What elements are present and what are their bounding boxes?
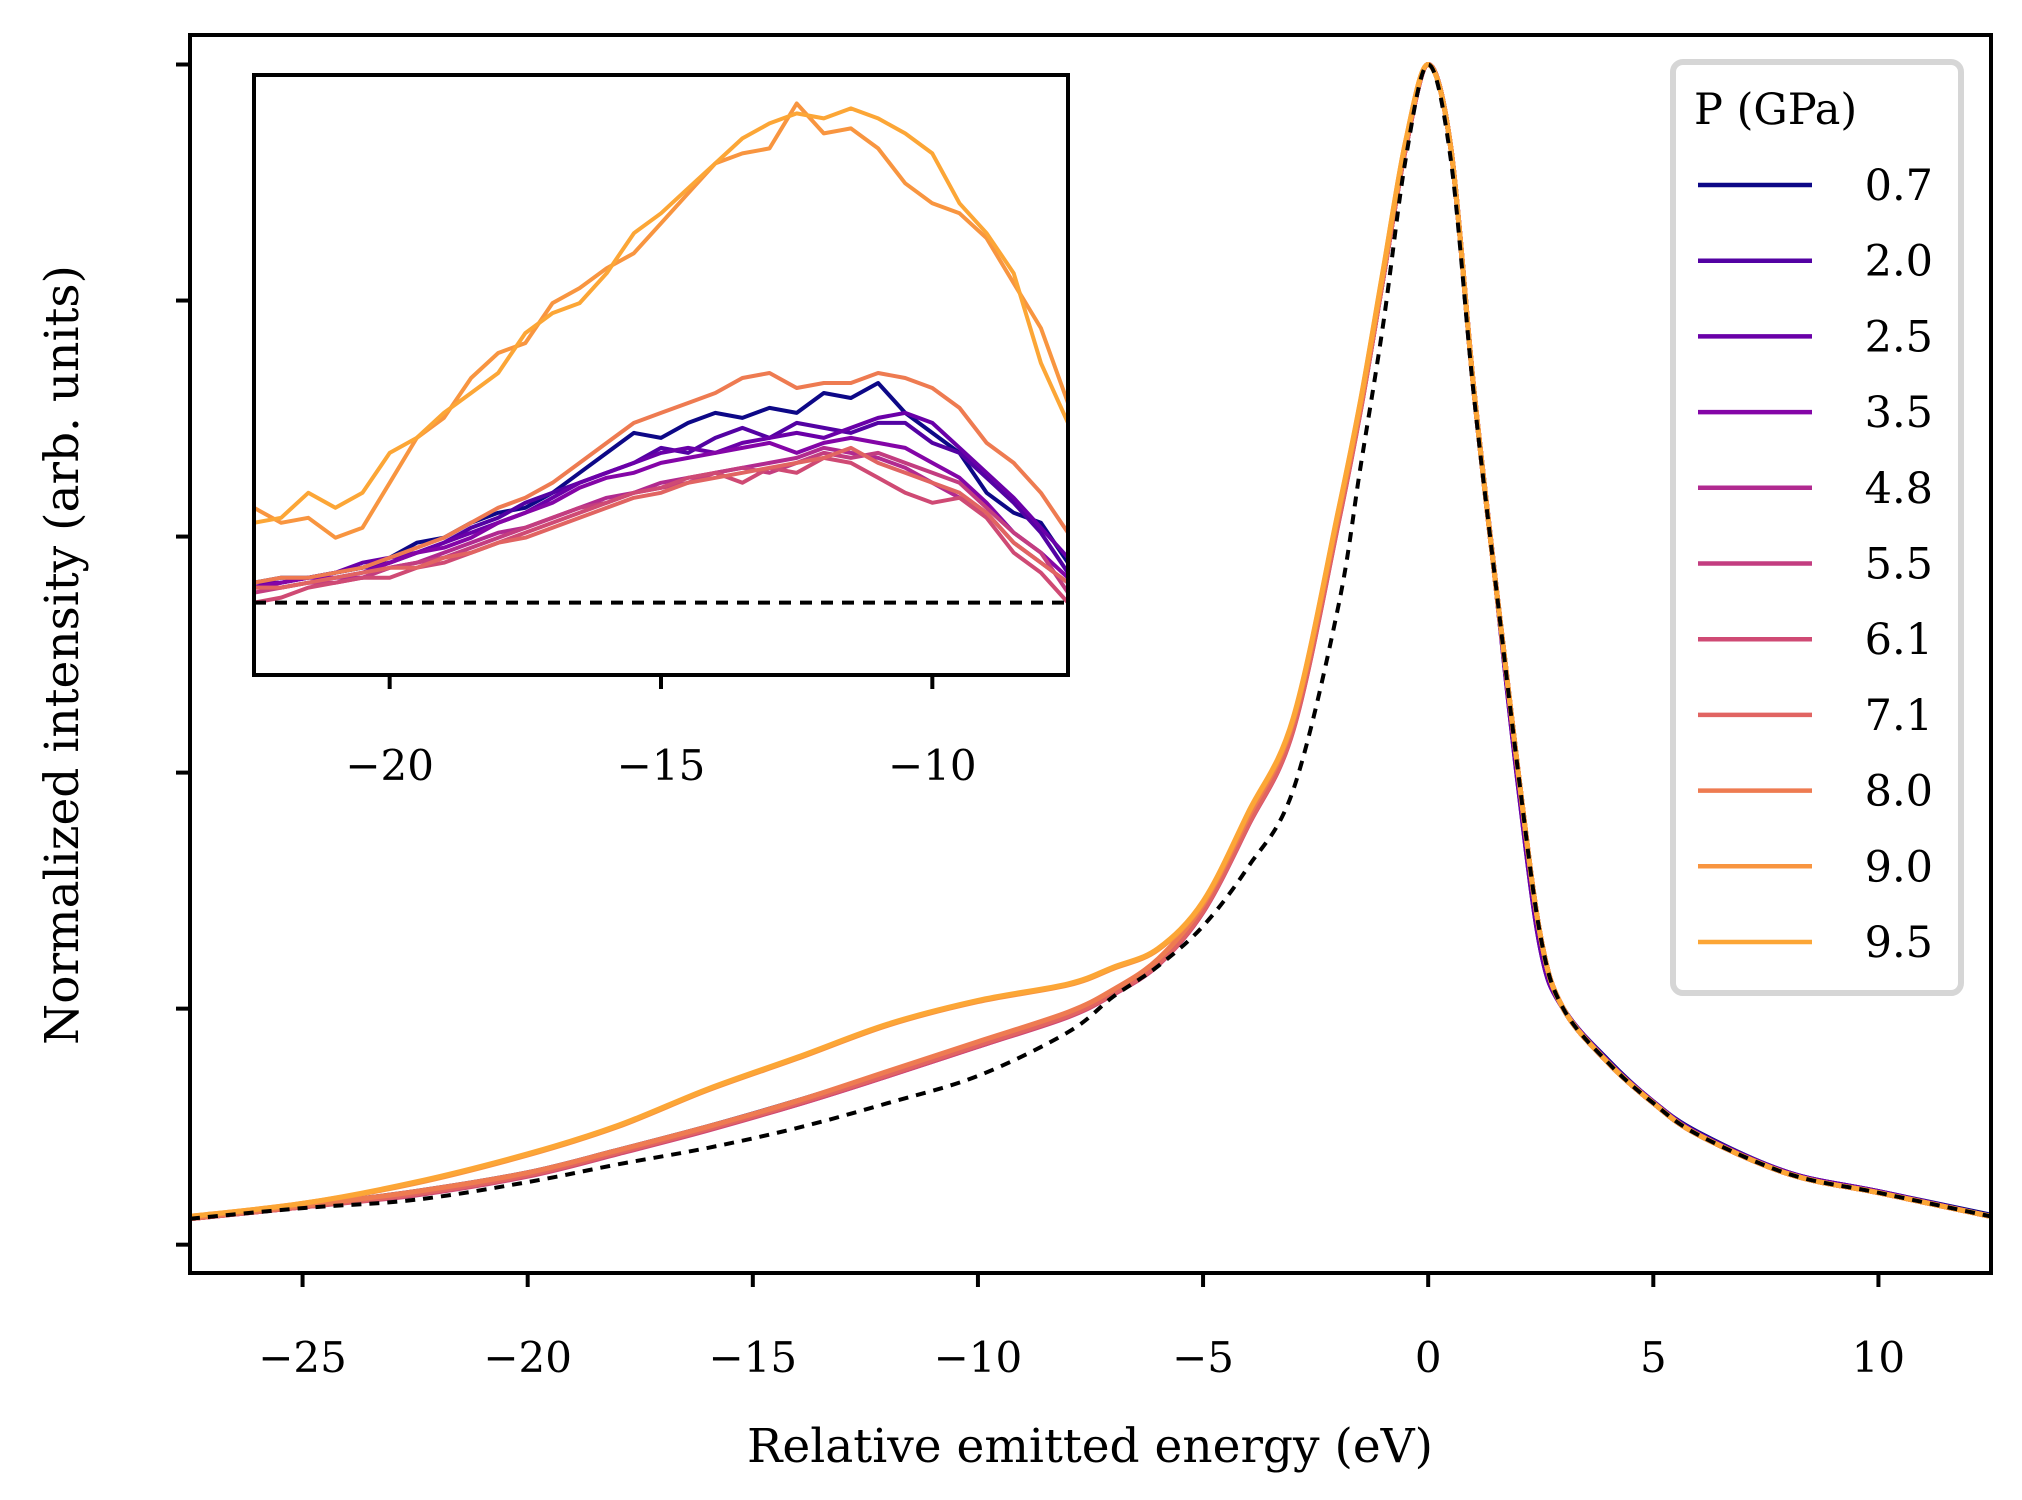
legend: P (GPa)0.7 2.0 2.5 3.5 4.8 5.5 6.1 7.1 8.0 9.0 9.5 (1670, 59, 1964, 996)
legend-label: 7.1 (1865, 691, 1933, 741)
legend-label: 6.1 (1865, 615, 1933, 665)
legend-label: 3.5 (1865, 388, 1933, 438)
inset-plot: −20 −15 −10 (252, 73, 1070, 790)
inset-x-tick-label: −20 (345, 741, 434, 790)
legend-label: 5.5 (1865, 540, 1933, 590)
inset-series-line-8.0 (254, 371, 1068, 585)
inset-x-tick-label: −10 (888, 741, 977, 790)
legend-label: 9.5 (1865, 918, 1933, 968)
x-tick-label: −15 (708, 1333, 797, 1382)
x-tick-label: 10 (1852, 1333, 1905, 1382)
inset-series-line-3.5 (254, 435, 1068, 590)
inset-background (254, 75, 1068, 675)
legend-title: P (GPa) (1694, 85, 1857, 135)
main-axes-frame (188, 33, 1993, 1275)
series-line-9.5 (190, 62, 1991, 1219)
inset-curves (254, 101, 1068, 605)
legend-label: 4.8 (1865, 464, 1933, 514)
x-axis-label: Relative emitted energy (eV) (747, 1419, 1433, 1474)
legend-label: 9.0 (1865, 842, 1933, 892)
legend-label: 2.0 (1865, 237, 1933, 287)
inset-series-line-6.1 (254, 455, 1068, 605)
legend-label: 8.0 (1865, 767, 1933, 817)
x-tick-label: 5 (1640, 1333, 1667, 1382)
main-plot: −25 −20 −15 −10 −5 0 5 10 (176, 33, 1993, 1382)
main-curves (190, 62, 1991, 1222)
legend-label: 0.7 (1865, 161, 1933, 211)
inset-series-line-9.0 (254, 101, 1068, 540)
x-tick-label: −20 (483, 1333, 572, 1382)
x-tick-label: −10 (934, 1333, 1023, 1382)
legend-box (1670, 59, 1964, 996)
inset-series-line-9.5 (254, 106, 1068, 525)
inset-x-tick-label: −15 (617, 741, 706, 790)
x-tick-label: −25 (258, 1333, 347, 1382)
inset-series-line-7.1 (254, 445, 1068, 590)
reference-dashed-line (190, 62, 1991, 1221)
legend-label: 2.5 (1865, 312, 1933, 362)
x-tick-label: −5 (1172, 1333, 1234, 1382)
x-tick-label: 0 (1415, 1333, 1442, 1382)
y-axis-label: Normalized intensity (arb. units) (35, 265, 90, 1045)
